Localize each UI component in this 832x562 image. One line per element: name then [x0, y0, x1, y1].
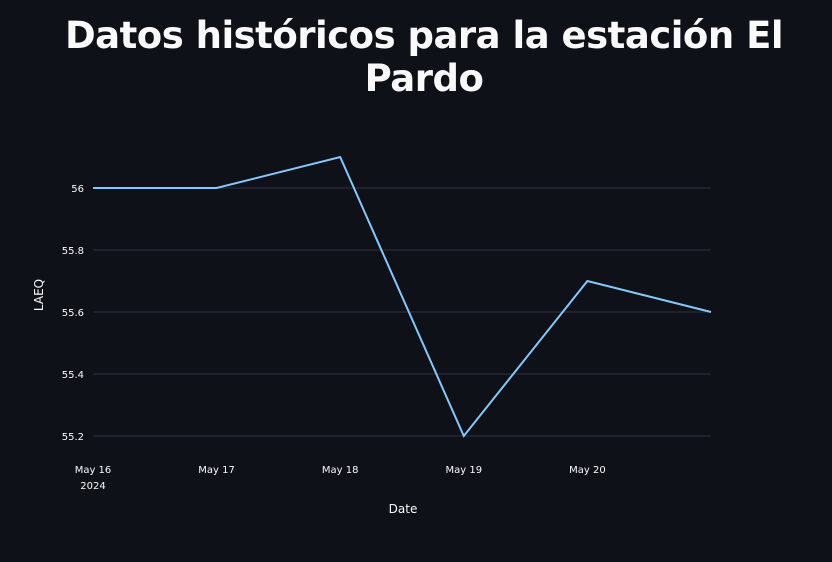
data-point[interactable]	[460, 432, 468, 440]
y-axis: 55.2 55.4 55.6 55.8 56	[62, 184, 84, 443]
x-tick-label: May 17	[198, 465, 235, 476]
series-layer	[89, 153, 715, 440]
y-tick-label: 55.8	[62, 246, 84, 257]
x-tick-label: May 18	[322, 465, 359, 476]
data-point[interactable]	[89, 184, 97, 192]
x-tick-sublabel: 2024	[80, 481, 105, 492]
x-axis: May 16 2024 May 17 May 18 May 19 May 20	[75, 465, 606, 492]
y-tick-label: 55.6	[62, 308, 84, 319]
data-point[interactable]	[583, 277, 591, 285]
x-tick-label: May 19	[446, 465, 483, 476]
series-line[interactable]	[93, 155, 712, 438]
x-tick-label: May 20	[569, 465, 606, 476]
gridlines	[93, 187, 711, 437]
y-axis-title: LAEQ	[32, 279, 46, 311]
data-point[interactable]	[336, 153, 344, 161]
y-tick-label: 55.4	[62, 370, 84, 381]
data-point[interactable]	[213, 184, 221, 192]
page-title: Datos históricos para la estación El Par…	[64, 14, 784, 100]
y-tick-label: 55.2	[62, 432, 84, 443]
x-tick-label: May 16	[75, 465, 112, 476]
x-axis-title: Date	[389, 502, 418, 516]
data-point[interactable]	[707, 308, 715, 316]
y-tick-label: 56	[71, 184, 84, 195]
